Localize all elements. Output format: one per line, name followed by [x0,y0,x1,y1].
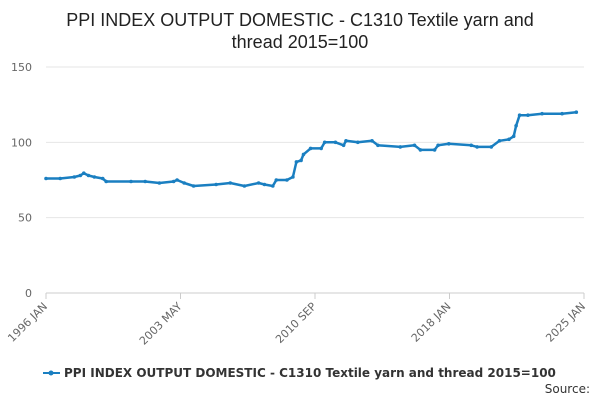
data-point[interactable] [517,113,522,117]
x-tick-label: 2003 MAY [137,300,185,348]
y-tick-label: 0 [25,287,32,300]
data-point[interactable] [526,113,530,117]
y-tick-label: 50 [18,212,32,225]
data-point[interactable] [344,139,348,143]
data-point[interactable] [560,111,564,116]
data-point[interactable] [432,148,437,152]
data-point[interactable] [574,110,579,114]
gridlines [46,66,584,294]
data-point[interactable] [376,143,380,148]
data-point[interactable] [507,137,511,142]
data-point[interactable] [322,140,327,145]
data-point[interactable] [92,175,97,179]
chart-title-line-1: PPI INDEX OUTPUT DOMESTIC - C1310 Textil… [66,10,533,30]
data-point[interactable] [274,178,279,182]
data-point[interactable] [157,181,162,185]
data-point[interactable] [228,181,233,185]
data-point[interactable] [333,140,338,145]
data-point[interactable] [299,158,303,163]
data-point[interactable] [319,146,324,151]
data-point[interactable] [489,145,494,149]
data-point[interactable] [86,173,91,178]
x-tick-label: 2018 JAN [409,300,454,345]
data-point[interactable] [294,160,299,164]
source-label: Source: [545,382,590,396]
x-axis: 1996 JAN 2003 MAY 2010 SEP 2018 JAN 2025 JAN [5,293,588,348]
data-point[interactable] [171,179,176,184]
data-point[interactable] [256,181,261,185]
data-point[interactable] [191,184,196,188]
data-point[interactable] [447,142,451,146]
data-point[interactable] [469,143,474,148]
data-point[interactable] [370,139,374,143]
data-point[interactable] [418,148,423,152]
data-point[interactable] [301,152,306,157]
data-point[interactable] [242,184,247,188]
data-point[interactable] [475,145,479,149]
x-tick-label: 2025 JAN [543,300,588,345]
data-point[interactable] [262,182,267,187]
data-point[interactable] [514,124,518,128]
data-point[interactable] [271,184,275,188]
data-point[interactable] [412,143,417,148]
series-group [44,110,579,188]
data-point[interactable] [398,145,403,149]
data-point[interactable] [308,146,313,151]
data-point[interactable] [175,178,179,182]
data-point[interactable] [291,175,295,179]
data-point[interactable] [214,182,218,187]
data-point[interactable] [511,134,516,139]
data-point[interactable] [72,175,77,179]
y-tick-label: 150 [11,61,32,74]
data-point[interactable] [143,179,147,184]
data-point[interactable] [129,179,133,184]
x-tick-label: 2010 SEP [273,300,319,346]
data-point[interactable] [100,176,105,181]
data-point[interactable] [341,143,346,148]
data-point[interactable] [44,176,48,181]
legend[interactable]: PPI INDEX OUTPUT DOMESTIC - C1310 Textil… [43,366,556,380]
legend-point-marker [48,370,54,376]
y-axis-ticks: 0 50 100 150 [11,61,32,300]
data-point[interactable] [58,176,62,181]
x-tick-label: 1996 JAN [5,300,50,345]
data-point[interactable] [82,171,86,175]
legend-series-label: PPI INDEX OUTPUT DOMESTIC - C1310 Textil… [64,366,556,380]
data-point[interactable] [104,179,108,184]
data-point[interactable] [540,111,544,116]
data-point[interactable] [497,139,502,143]
y-tick-label: 100 [11,136,32,149]
data-point[interactable] [285,178,289,182]
data-point[interactable] [436,143,440,148]
chart-title-line-2: thread 2015=100 [232,32,369,52]
data-point[interactable] [182,181,186,185]
data-point[interactable] [356,140,360,145]
data-point[interactable] [78,173,83,178]
